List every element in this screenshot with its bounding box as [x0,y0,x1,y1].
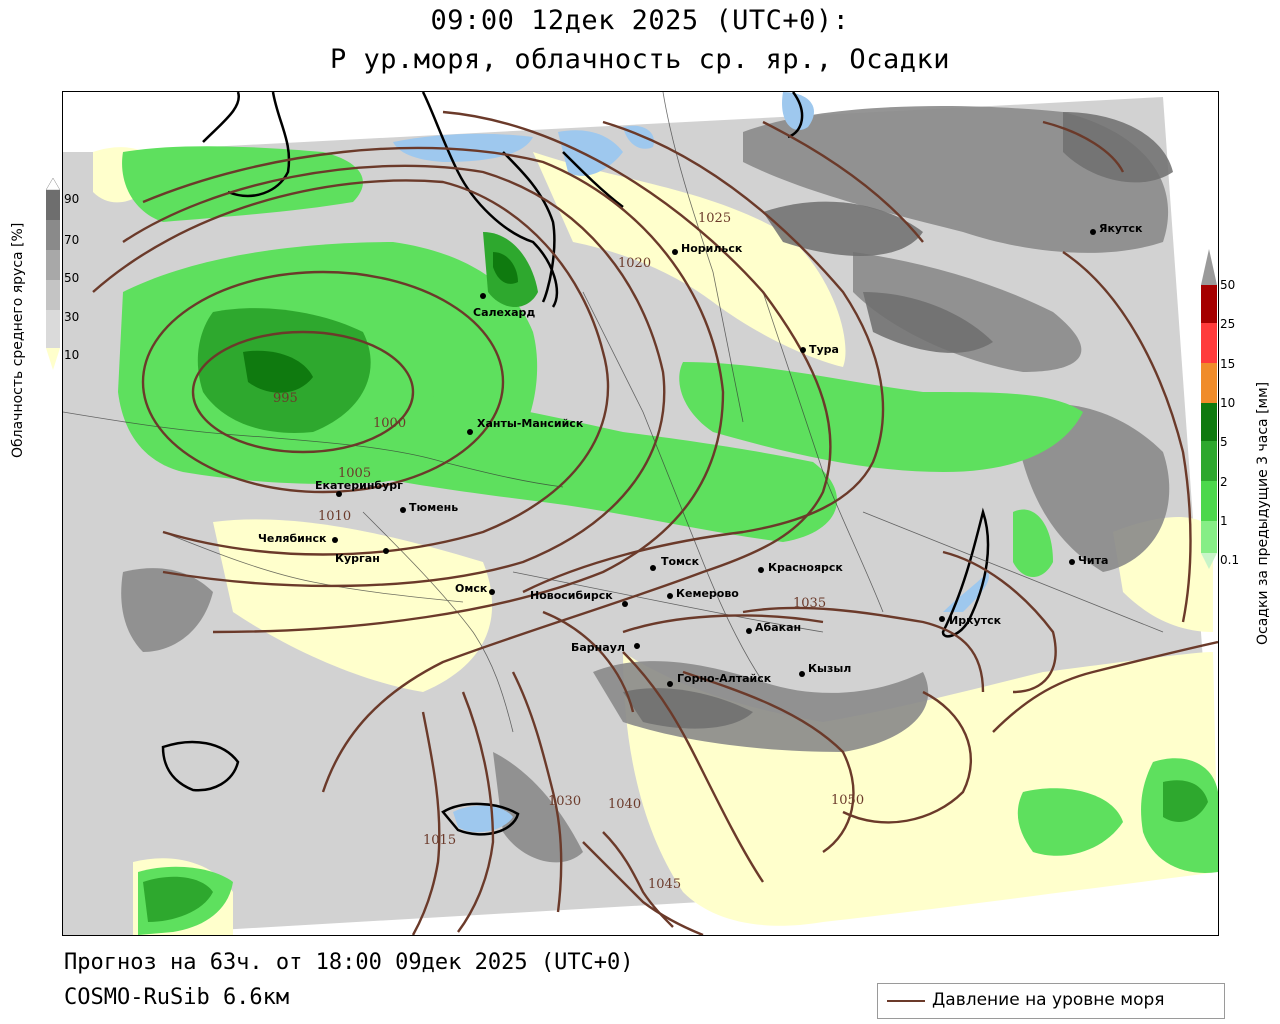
forecast-run-info: Прогноз на 63ч. от 18:00 09дек 2025 (UTC… [64,950,634,975]
city-label: Норильск [681,242,743,255]
city-label: Горно-Алтайск [677,672,772,685]
isobar-label: 1030 [548,794,581,809]
city-label: Екатеринбург [315,479,403,492]
cloud-tick: 70 [64,233,80,247]
isobar-label: 1020 [618,256,651,271]
isobar-label: 1005 [338,466,371,481]
city-label: Кызыл [808,662,851,675]
precip-tick: 50 [1220,278,1236,292]
isobar-label: 995 [273,391,298,406]
cloud-colorbar [45,177,61,370]
city-label: Новосибирск [530,589,613,602]
city-label: Тюмень [409,501,458,514]
isobar-label: 1035 [793,596,826,611]
cloud-tick: 50 [64,271,80,285]
precip-colorbar [1201,249,1217,569]
city-label: Чита [1078,554,1108,567]
map-legend: Давление на уровне моря [877,983,1225,1019]
precip-tick: 1 [1220,514,1228,528]
city-label: Иркутск [949,614,1002,627]
cloud-scale-label: Облачность среднего яруса [%] [10,222,26,458]
isobar-label: 1025 [698,211,731,226]
city-label: Барнаул [571,641,625,654]
forecast-map: 995 1000 1005 1010 1015 1020 1025 1030 1… [62,91,1219,936]
map-title-fields: P ур.моря, облачность ср. яр., Осадки [330,44,950,75]
cloud-tick: 30 [64,310,80,324]
precip-tick: 5 [1220,435,1228,449]
model-name: COSMO-RuSib 6.6км [64,985,290,1010]
coastlines [161,92,990,836]
isobar-label: 1010 [318,509,351,524]
isobar-label: 1045 [648,877,681,892]
precip-scale-label: Осадки за предыдущие 3 часа [мм] [1255,381,1271,645]
map-canvas: 995 1000 1005 1010 1015 1020 1025 1030 1… [63,92,1218,935]
isobar-label-group: 995 1000 1005 1010 1015 1020 1025 1030 1… [273,211,864,892]
map-title-time: 09:00 12дек 2025 (UTC+0): [430,5,850,36]
city-label: Салехард [473,306,535,319]
city-markers: Салехард Норильск Якутск Тура Ханты-Манс… [258,222,1143,687]
isobar-label: 1050 [831,793,864,808]
admin-borders [63,92,1164,733]
isobars [92,110,1218,935]
city-label: Кемерово [676,587,739,600]
isobar-legend-swatch [887,1000,925,1002]
isobar-label: 1000 [373,416,406,431]
precip-tick: 10 [1220,396,1236,410]
city-label: Тура [809,343,839,356]
city-label: Челябинск [258,532,327,545]
isobar-label: 1015 [423,833,456,848]
city-label: Омск [455,582,488,595]
precip-tick: 0.1 [1220,553,1240,567]
cloud-tick: 10 [64,348,80,362]
city-label: Красноярск [768,561,843,574]
city-label: Ханты-Мансийск [477,417,584,430]
isobar-label: 1040 [608,797,641,812]
cloud-tick: 90 [64,192,80,206]
precip-tick: 2 [1220,475,1228,489]
precip-tick: 25 [1220,317,1236,331]
very-dense-cloud [623,112,1173,729]
isobar-legend-label: Давление на уровне моря [932,990,1165,1010]
precip-tick: 15 [1220,357,1236,371]
city-label: Томск [661,555,700,568]
city-label: Абакан [755,621,801,634]
city-label: Якутск [1099,222,1143,235]
heavy-precip-areas [243,252,518,393]
city-label: Курган [335,552,380,565]
